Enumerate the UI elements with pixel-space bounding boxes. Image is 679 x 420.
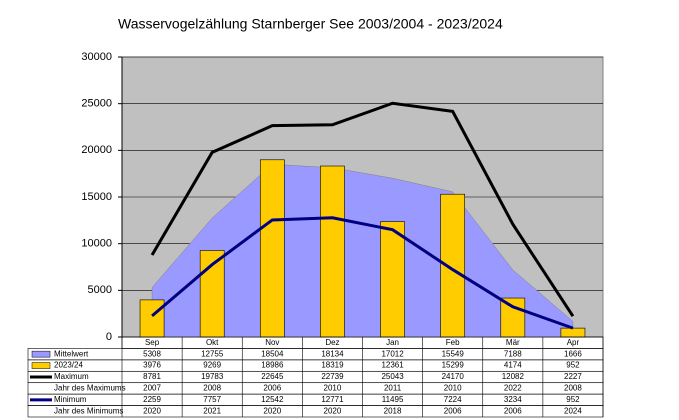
table-cell: 2259: [143, 395, 161, 404]
table-cell: 18504: [261, 349, 284, 358]
table-cell: 24170: [442, 372, 465, 381]
table-cell: 952: [566, 361, 580, 370]
y-tick-label: 20000: [81, 144, 112, 156]
legend-label: Jahr des Maximums: [54, 384, 126, 393]
y-tick-label: 25000: [81, 98, 112, 110]
table-cell: 12082: [502, 372, 525, 381]
bar: [320, 165, 345, 338]
table-cell: 2008: [203, 384, 221, 393]
table-cell: 2020: [263, 406, 281, 415]
table-cell: 12755: [201, 349, 224, 358]
table-cell: 2007: [143, 384, 161, 393]
table-cell: 2021: [203, 406, 221, 415]
bar: [139, 299, 165, 338]
table-row: [27, 405, 604, 418]
y-tick-label: 30000: [81, 51, 112, 63]
table-cell: 12542: [261, 395, 284, 404]
table-cell: 3976: [143, 361, 161, 370]
x-tick-label: Apr: [567, 338, 580, 347]
line: [150, 101, 575, 318]
legend-label: Maximum: [54, 372, 89, 381]
table-cell: 7224: [444, 395, 462, 404]
legend-key: [31, 350, 51, 358]
table-cell: 2010: [444, 384, 462, 393]
x-tick-label: Nov: [265, 338, 279, 347]
legend-label: Jahr des Minimums: [54, 406, 123, 415]
table-cell: 12771: [321, 395, 344, 404]
y-tick-label: 5000: [88, 284, 112, 296]
y-tick-label: 15000: [81, 191, 112, 203]
table-cell: 22645: [261, 372, 284, 381]
legend-key: [31, 362, 51, 369]
table-cell: 2006: [263, 384, 281, 393]
x-tick-label: Dez: [325, 338, 339, 347]
table-cell: 12361: [381, 361, 404, 370]
table-cell: 2008: [564, 384, 582, 393]
table-cell: 2227: [564, 372, 582, 381]
table-cell: 19783: [201, 372, 224, 381]
x-tick-label: Sep: [145, 338, 160, 347]
x-tick-label: Mär: [506, 338, 520, 347]
table-cell: 2006: [444, 406, 462, 415]
table-cell: 2020: [143, 406, 161, 415]
legend-label: Mittelwert: [54, 349, 89, 358]
legend-label: Minimum: [54, 395, 87, 404]
table-cell: 18134: [321, 349, 344, 358]
x-tick-label: Feb: [446, 338, 460, 347]
y-tick-label: 0: [106, 331, 112, 343]
y-tick-label: 10000: [81, 238, 112, 250]
table-cell: 7188: [504, 349, 522, 358]
bar: [259, 159, 285, 338]
table-cell: 5308: [143, 349, 161, 358]
table-cell: 2018: [384, 406, 402, 415]
table-cell: 18986: [261, 361, 284, 370]
table-cell: 2011: [384, 384, 402, 393]
table-cell: 2010: [324, 384, 342, 393]
table-cell: 7757: [203, 395, 221, 404]
bar: [500, 297, 526, 338]
table-cell: 8781: [143, 372, 161, 381]
table-cell: 2024: [564, 406, 582, 415]
bar: [380, 221, 405, 338]
table-cell: 18319: [321, 361, 344, 370]
table-cell: 952: [566, 395, 580, 404]
table-cell: 15549: [442, 349, 465, 358]
table-cell: 2020: [324, 406, 342, 415]
table-cell: 25043: [381, 372, 404, 381]
x-tick-label: Jan: [386, 338, 399, 347]
table-cell: 2006: [504, 406, 522, 415]
chart-title: Wasservogelzählung Starnberger See 2003/…: [118, 16, 503, 32]
table-cell: 9269: [203, 361, 221, 370]
line: [151, 216, 574, 330]
table-cell: 2022: [504, 384, 522, 393]
table-cell: 11495: [382, 395, 404, 404]
bar: [560, 327, 586, 338]
table-cell: 17012: [381, 349, 404, 358]
table-cell: 22739: [321, 372, 344, 381]
legend-label: 2023/24: [54, 361, 83, 370]
table-cell: 1666: [564, 349, 582, 358]
table-cell: 4174: [504, 361, 522, 370]
table-cell: 3234: [504, 395, 522, 404]
x-tick-label: Okt: [206, 338, 219, 347]
table-cell: 15299: [442, 361, 465, 370]
